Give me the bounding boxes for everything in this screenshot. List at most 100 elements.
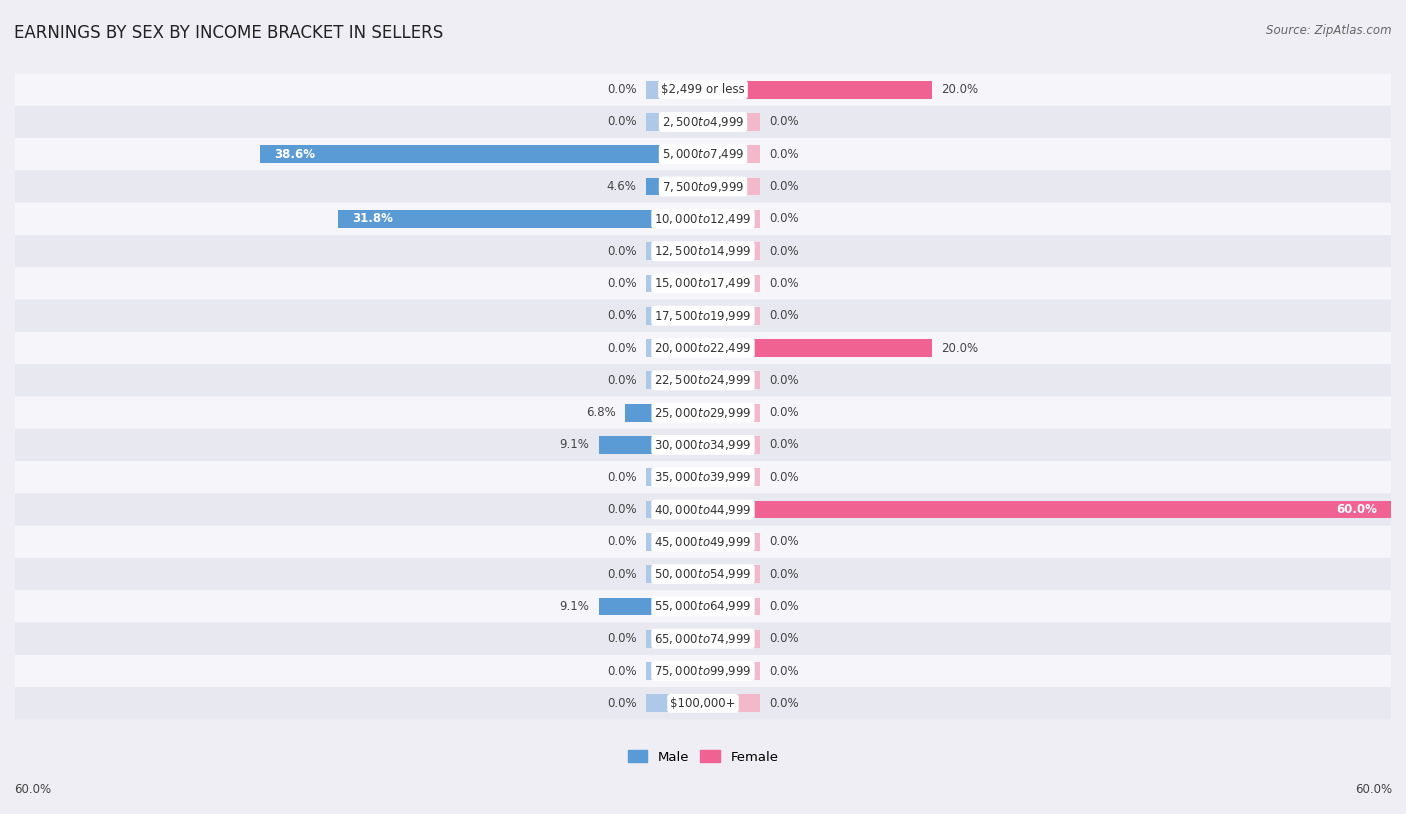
- FancyBboxPatch shape: [15, 687, 1391, 720]
- FancyBboxPatch shape: [15, 655, 1391, 687]
- FancyBboxPatch shape: [15, 623, 1391, 655]
- FancyBboxPatch shape: [15, 267, 1391, 300]
- Text: 0.0%: 0.0%: [607, 116, 637, 129]
- Text: 0.0%: 0.0%: [769, 148, 799, 161]
- Text: 0.0%: 0.0%: [769, 632, 799, 646]
- Bar: [645, 468, 703, 486]
- Bar: [703, 177, 761, 195]
- Text: Source: ZipAtlas.com: Source: ZipAtlas.com: [1267, 24, 1392, 37]
- FancyBboxPatch shape: [15, 396, 1391, 429]
- FancyBboxPatch shape: [15, 300, 1391, 332]
- Text: 9.1%: 9.1%: [560, 439, 589, 452]
- Text: 20.0%: 20.0%: [942, 83, 979, 96]
- Text: 0.0%: 0.0%: [769, 374, 799, 387]
- FancyBboxPatch shape: [15, 106, 1391, 138]
- Text: 0.0%: 0.0%: [607, 470, 637, 484]
- Bar: [703, 210, 761, 228]
- Bar: [703, 307, 761, 325]
- Bar: [645, 339, 703, 357]
- Bar: [703, 243, 761, 260]
- Text: 0.0%: 0.0%: [769, 245, 799, 258]
- Bar: [703, 597, 761, 615]
- Text: $2,499 or less: $2,499 or less: [661, 83, 745, 96]
- Bar: [645, 274, 703, 292]
- Bar: [645, 630, 703, 648]
- Text: $10,000 to $12,499: $10,000 to $12,499: [654, 212, 752, 225]
- Text: 0.0%: 0.0%: [769, 664, 799, 677]
- Text: $7,500 to $9,999: $7,500 to $9,999: [662, 180, 744, 194]
- Bar: [703, 630, 761, 648]
- Text: 0.0%: 0.0%: [607, 664, 637, 677]
- FancyBboxPatch shape: [15, 558, 1391, 590]
- FancyBboxPatch shape: [15, 332, 1391, 364]
- Text: $5,000 to $7,499: $5,000 to $7,499: [662, 147, 744, 161]
- Text: 0.0%: 0.0%: [607, 277, 637, 290]
- Bar: [645, 113, 703, 131]
- Bar: [703, 146, 761, 163]
- FancyBboxPatch shape: [15, 73, 1391, 106]
- Bar: [703, 371, 761, 389]
- Text: 0.0%: 0.0%: [607, 697, 637, 710]
- Bar: [645, 243, 703, 260]
- Text: 6.8%: 6.8%: [586, 406, 616, 419]
- Bar: [645, 662, 703, 680]
- Text: 60.0%: 60.0%: [14, 783, 51, 796]
- Bar: [703, 662, 761, 680]
- FancyBboxPatch shape: [15, 526, 1391, 558]
- Text: $25,000 to $29,999: $25,000 to $29,999: [654, 405, 752, 420]
- Text: 20.0%: 20.0%: [942, 342, 979, 355]
- Bar: [645, 371, 703, 389]
- Text: 0.0%: 0.0%: [607, 536, 637, 549]
- FancyBboxPatch shape: [15, 429, 1391, 461]
- Text: 38.6%: 38.6%: [274, 148, 315, 161]
- Text: 0.0%: 0.0%: [769, 439, 799, 452]
- Text: $35,000 to $39,999: $35,000 to $39,999: [654, 470, 752, 484]
- Text: $20,000 to $22,499: $20,000 to $22,499: [654, 341, 752, 355]
- Text: $75,000 to $99,999: $75,000 to $99,999: [654, 664, 752, 678]
- Text: $30,000 to $34,999: $30,000 to $34,999: [654, 438, 752, 452]
- FancyBboxPatch shape: [15, 590, 1391, 623]
- Bar: [703, 339, 932, 357]
- Bar: [599, 597, 703, 615]
- Text: $55,000 to $64,999: $55,000 to $64,999: [654, 599, 752, 614]
- FancyBboxPatch shape: [15, 364, 1391, 396]
- Text: $12,500 to $14,999: $12,500 to $14,999: [654, 244, 752, 258]
- Bar: [645, 501, 703, 519]
- Bar: [599, 436, 703, 454]
- Text: 0.0%: 0.0%: [607, 374, 637, 387]
- Text: 0.0%: 0.0%: [769, 212, 799, 225]
- Text: 0.0%: 0.0%: [607, 342, 637, 355]
- Bar: [703, 404, 761, 422]
- Text: $65,000 to $74,999: $65,000 to $74,999: [654, 632, 752, 646]
- Bar: [645, 177, 703, 195]
- Text: 60.0%: 60.0%: [1355, 783, 1392, 796]
- Text: 0.0%: 0.0%: [607, 83, 637, 96]
- Text: 0.0%: 0.0%: [607, 632, 637, 646]
- Bar: [703, 501, 1391, 519]
- Text: 0.0%: 0.0%: [769, 277, 799, 290]
- Text: $15,000 to $17,499: $15,000 to $17,499: [654, 277, 752, 291]
- Bar: [645, 533, 703, 551]
- Bar: [703, 274, 761, 292]
- FancyBboxPatch shape: [15, 170, 1391, 203]
- Text: EARNINGS BY SEX BY INCOME BRACKET IN SELLERS: EARNINGS BY SEX BY INCOME BRACKET IN SEL…: [14, 24, 443, 42]
- Bar: [645, 694, 703, 712]
- Bar: [703, 694, 761, 712]
- Bar: [645, 307, 703, 325]
- Bar: [703, 468, 761, 486]
- FancyBboxPatch shape: [15, 493, 1391, 526]
- Text: 9.1%: 9.1%: [560, 600, 589, 613]
- Text: 0.0%: 0.0%: [769, 180, 799, 193]
- Text: 0.0%: 0.0%: [769, 536, 799, 549]
- Bar: [260, 146, 703, 163]
- Text: 0.0%: 0.0%: [607, 309, 637, 322]
- Text: $50,000 to $54,999: $50,000 to $54,999: [654, 567, 752, 581]
- Text: 0.0%: 0.0%: [769, 116, 799, 129]
- FancyBboxPatch shape: [15, 235, 1391, 267]
- Text: 0.0%: 0.0%: [769, 567, 799, 580]
- Text: 0.0%: 0.0%: [769, 406, 799, 419]
- Text: 0.0%: 0.0%: [769, 600, 799, 613]
- Legend: Male, Female: Male, Female: [623, 745, 783, 769]
- Bar: [645, 565, 703, 583]
- Text: $2,500 to $4,999: $2,500 to $4,999: [662, 115, 744, 129]
